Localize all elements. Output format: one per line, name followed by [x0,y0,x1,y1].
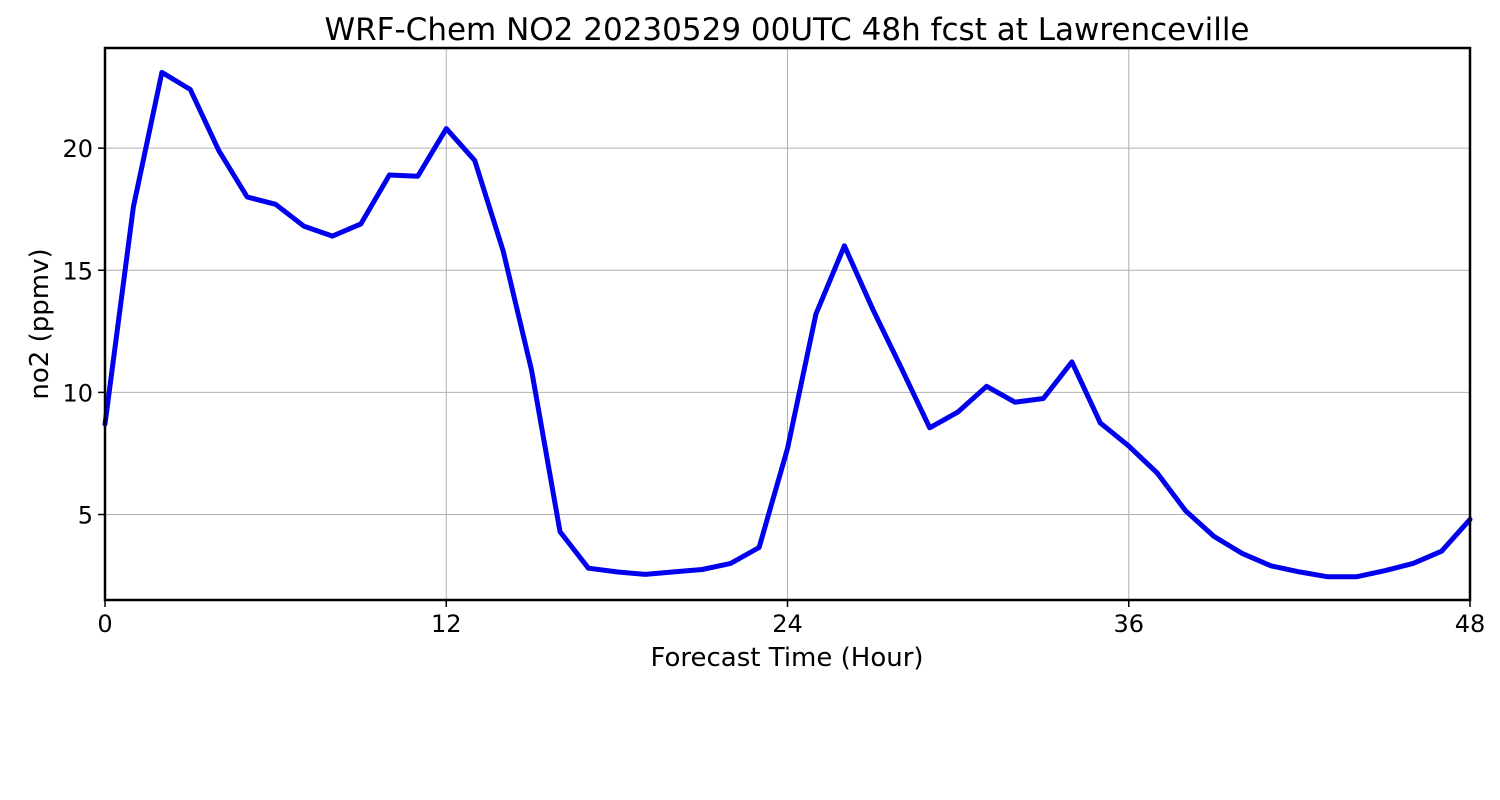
x-axis: 0 12 24 36 48 [97,600,1485,638]
plot-frame [103,46,1472,602]
x-tick-label: 48 [1455,610,1486,638]
series-group [102,69,1473,580]
x-tick-label: 36 [1113,610,1144,638]
y-tick-label: 5 [78,502,93,530]
x-axis-label: Forecast Time (Hour) [650,643,923,673]
y-tick-label: 10 [62,379,93,407]
y-tick-label: 20 [62,135,93,163]
x-tick-label: 24 [772,610,803,638]
series-line-0 [102,69,1473,580]
grid [104,48,1471,600]
y-axis: 5 10 15 20 [62,135,105,530]
y-axis-label: no2 (ppmv) [25,248,55,399]
y-tick-label: 15 [62,257,93,285]
chart-title: WRF-Chem NO2 20230529 00UTC 48h fcst at … [324,12,1249,48]
x-tick-label: 12 [431,610,462,638]
x-tick-label: 0 [97,610,112,638]
